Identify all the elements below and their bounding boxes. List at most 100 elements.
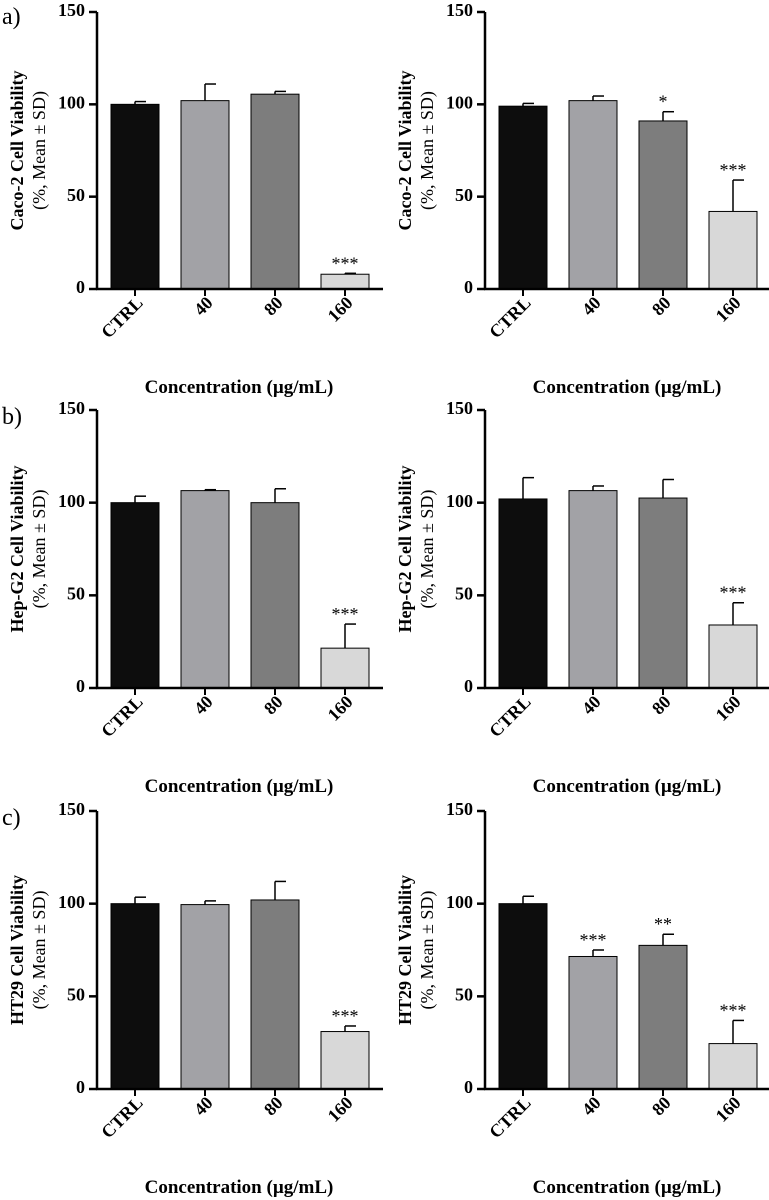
chart4-ytick-label-100: 100	[446, 491, 473, 511]
chart5-bar-160	[320, 1031, 370, 1090]
chart1-bar-80	[250, 93, 300, 290]
chart6-bar-160	[708, 1043, 758, 1090]
chart2-xtick-label-80: 80	[648, 293, 675, 320]
chart2-bar-40	[568, 100, 618, 290]
chart2-xtick-label-CTRL: CTRL	[485, 293, 535, 343]
chart4-significance-160: ***	[720, 583, 747, 603]
chart6-bar-40	[568, 955, 618, 1090]
chart2-significance-80: *	[659, 92, 668, 112]
chart1-xtick-label-160: 160	[324, 293, 357, 326]
chart4-ylabel: Hep-G2 Cell Viability	[395, 465, 415, 632]
chart1-xtick-label-80: 80	[260, 293, 287, 320]
chart1-bar-40	[180, 100, 230, 290]
chart4-ytick-label-50: 50	[455, 583, 473, 603]
chart6-bar-CTRL	[498, 903, 548, 1090]
chart1-bar-160	[320, 273, 370, 290]
chart2-ytick-label-100: 100	[446, 92, 473, 112]
chart1-significance-160: ***	[332, 253, 359, 273]
chart1-bar-CTRL	[110, 103, 160, 290]
chart2-ytick-label-150: 150	[446, 0, 473, 20]
chart1-ytick-label-100: 100	[58, 92, 85, 112]
chart5-xtick-label-160: 160	[324, 1093, 357, 1126]
chart3-ylabel: Hep-G2 Cell Viability	[7, 465, 27, 632]
chart6-significance-80: **	[654, 914, 672, 934]
chart1-ytick-label-150: 150	[58, 0, 85, 20]
chart4-ytick-label-150: 150	[446, 398, 473, 418]
chart5-ylabel-sub: (%, Mean ± SD)	[29, 891, 50, 1010]
chart2-ylabel-sub: (%, Mean ± SD)	[417, 91, 438, 210]
chart5-xtick-label-CTRL: CTRL	[97, 1093, 147, 1143]
chart6-ylabel-sub: (%, Mean ± SD)	[417, 891, 438, 1010]
chart4-xtick-label-160: 160	[712, 692, 745, 725]
chart6-xtick-label-CTRL: CTRL	[485, 1093, 535, 1143]
chart3-ytick-label-0: 0	[76, 676, 85, 696]
chart6-xlabel: Concentration (µg/mL)	[533, 1177, 722, 1198]
chart3-ytick-label-50: 50	[67, 583, 85, 603]
chart5-bar-CTRL	[110, 903, 160, 1090]
chart4-ylabel-sub: (%, Mean ± SD)	[417, 490, 438, 609]
chart1-ylabel: Caco-2 Cell Viability	[7, 71, 27, 231]
chart6-ylabel: HT29 Cell Viability	[395, 875, 415, 1025]
chart2-significance-160: ***	[720, 160, 747, 180]
chart3-xtick-label-40: 40	[190, 692, 217, 719]
chart2-xtick-label-40: 40	[578, 293, 605, 320]
chart3-xtick-label-80: 80	[260, 692, 287, 719]
chart2-xlabel: Concentration (µg/mL)	[533, 377, 722, 398]
chart3-ytick-label-100: 100	[58, 491, 85, 511]
chart3-bar-160	[320, 647, 370, 689]
chart2-bar-CTRL	[498, 105, 548, 290]
chart6-ytick-label-100: 100	[446, 892, 473, 912]
chart2-ytick-label-0: 0	[464, 277, 473, 297]
chart3-bar-80	[250, 502, 300, 689]
chart5-significance-160: ***	[332, 1006, 359, 1026]
chart5-ylabel: HT29 Cell Viability	[7, 875, 27, 1025]
chart2-xtick-label-160: 160	[712, 293, 745, 326]
chart4-bar-40	[568, 490, 618, 689]
chart6-ytick-label-50: 50	[455, 984, 473, 1004]
chart6-ytick-label-150: 150	[446, 799, 473, 819]
panel-label-b: b)	[2, 404, 22, 430]
chart5-ytick-label-0: 0	[76, 1077, 85, 1097]
chart3-significance-160: ***	[332, 604, 359, 624]
chart4-bar-160	[708, 624, 758, 689]
chart5-xtick-label-40: 40	[190, 1093, 217, 1120]
chart1-xlabel: Concentration (µg/mL)	[145, 377, 334, 398]
chart5-xlabel: Concentration (µg/mL)	[145, 1177, 334, 1198]
chart5-ytick-label-50: 50	[67, 984, 85, 1004]
panel-label-c: c)	[2, 805, 21, 831]
chart1-xtick-label-40: 40	[190, 293, 217, 320]
chart2-ylabel: Caco-2 Cell Viability	[395, 71, 415, 231]
chart4-xlabel: Concentration (µg/mL)	[533, 776, 722, 797]
chart1-xtick-label-CTRL: CTRL	[97, 293, 147, 343]
chart6-bar-80	[638, 944, 688, 1090]
chart6-significance-160: ***	[720, 1000, 747, 1020]
chart2-bar-80	[638, 120, 688, 290]
chart4-ytick-label-0: 0	[464, 676, 473, 696]
chart3-xtick-label-160: 160	[324, 692, 357, 725]
chart5-ytick-label-100: 100	[58, 892, 85, 912]
chart4-bar-CTRL	[498, 498, 548, 689]
chart4-bar-80	[638, 497, 688, 689]
chart3-ylabel-sub: (%, Mean ± SD)	[29, 490, 50, 609]
chart2-bar-160	[708, 210, 758, 290]
panel-label-a: a)	[2, 4, 21, 30]
chart4-xtick-label-80: 80	[648, 692, 675, 719]
chart2-ytick-label-50: 50	[455, 185, 473, 205]
chart3-ytick-label-150: 150	[58, 398, 85, 418]
chart1-ytick-label-0: 0	[76, 277, 85, 297]
chart1-ytick-label-50: 50	[67, 185, 85, 205]
chart6-xtick-label-40: 40	[578, 1093, 605, 1120]
chart5-xtick-label-80: 80	[260, 1093, 287, 1120]
chart5-bar-40	[180, 904, 230, 1090]
chart6-significance-40: ***	[580, 930, 607, 950]
chart5-ytick-label-150: 150	[58, 799, 85, 819]
chart4-xtick-label-40: 40	[578, 692, 605, 719]
chart3-bar-CTRL	[110, 502, 160, 689]
chart6-xtick-label-160: 160	[712, 1093, 745, 1126]
chart6-ytick-label-0: 0	[464, 1077, 473, 1097]
chart1-ylabel-sub: (%, Mean ± SD)	[29, 91, 50, 210]
chart4-xtick-label-CTRL: CTRL	[485, 692, 535, 742]
chart5-bar-80	[250, 899, 300, 1090]
chart3-xlabel: Concentration (µg/mL)	[145, 776, 334, 797]
